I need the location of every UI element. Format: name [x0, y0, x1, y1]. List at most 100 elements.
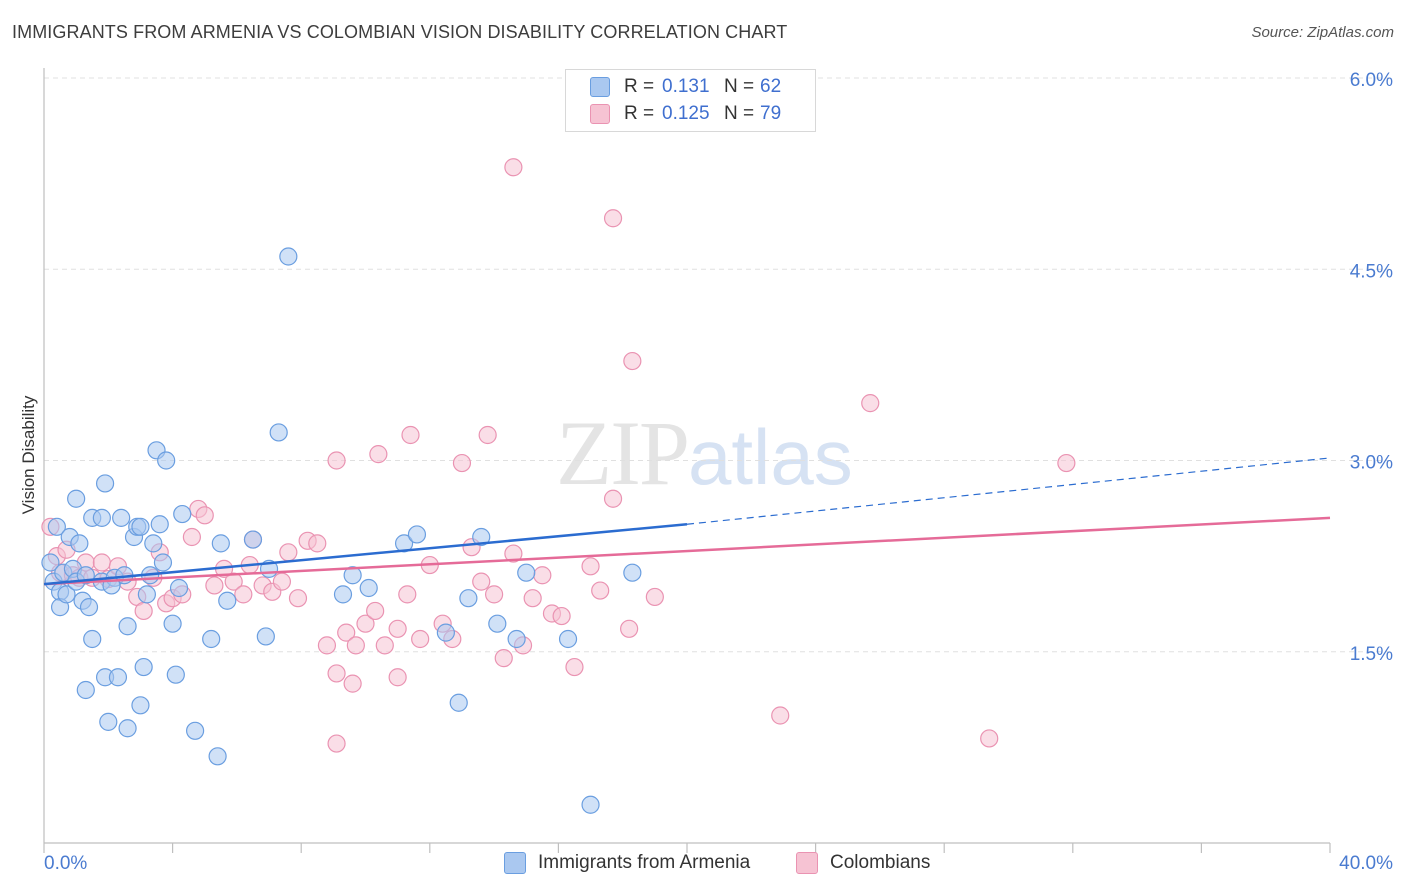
data-point	[67, 489, 86, 508]
data-point	[478, 425, 497, 445]
data-point	[205, 576, 224, 595]
data-point	[343, 674, 362, 693]
data-point	[523, 589, 542, 608]
data-point	[134, 657, 153, 677]
legend-n-label: N =	[724, 76, 755, 97]
data-point	[92, 508, 111, 527]
data-point	[394, 534, 414, 553]
y-tick-label: 1.5%	[1350, 644, 1393, 665]
data-point	[144, 534, 163, 553]
watermark-zip: ZIP	[556, 402, 690, 504]
data-point	[186, 721, 205, 740]
data-point	[366, 601, 385, 621]
data-point	[327, 734, 346, 753]
trend-lines	[43, 457, 1331, 586]
data-point	[623, 563, 642, 582]
data-point	[1057, 453, 1076, 473]
data-point	[359, 578, 378, 598]
data-point	[343, 566, 362, 585]
y-tick-label: 6.0%	[1350, 70, 1393, 91]
data-point	[70, 534, 89, 553]
x-tick-label-max: 40.0%	[1339, 853, 1393, 874]
data-point	[533, 566, 552, 585]
data-point	[375, 636, 394, 655]
data-point	[401, 425, 420, 445]
data-point	[504, 158, 523, 177]
data-point	[118, 719, 137, 738]
data-point	[507, 629, 526, 649]
data-point	[327, 451, 346, 470]
data-point	[256, 627, 275, 646]
data-point	[591, 581, 610, 600]
data-point	[234, 585, 253, 604]
data-point	[504, 544, 523, 563]
legend-row-colombians: R = 0.125 N = 79	[590, 101, 781, 127]
data-point	[76, 680, 95, 700]
data-point	[218, 591, 237, 610]
colombians-points	[41, 158, 1076, 753]
data-point	[92, 553, 111, 572]
data-point	[166, 665, 185, 684]
legend-swatch-pink	[590, 104, 610, 124]
data-point	[356, 614, 375, 633]
data-point	[346, 636, 365, 655]
legend-n-label: N =	[724, 103, 755, 124]
data-point	[623, 351, 642, 371]
data-point	[603, 489, 623, 508]
trend-line-colombians	[43, 516, 1331, 586]
data-point	[131, 696, 150, 715]
bottom-swatch-blue	[504, 852, 526, 874]
data-point	[57, 585, 76, 604]
legend-swatch-blue	[590, 77, 610, 97]
data-point	[388, 619, 407, 638]
data-point	[558, 629, 578, 649]
data-point	[452, 453, 472, 473]
data-point	[211, 534, 230, 553]
data-point	[137, 585, 156, 604]
data-point	[449, 693, 468, 712]
legend-n-value: 79	[760, 103, 782, 124]
data-point	[645, 587, 664, 607]
data-point	[398, 585, 417, 604]
data-point	[388, 668, 407, 687]
legend-r-value: 0.125	[662, 103, 710, 124]
watermark: ZIPatlas	[556, 400, 853, 506]
trend-line-armenia-extrapolated	[686, 457, 1331, 525]
data-point	[436, 623, 455, 642]
legend-row-armenia: R = 0.131 N = 62	[590, 74, 781, 100]
data-point	[472, 527, 491, 547]
data-point	[83, 629, 102, 649]
data-point	[79, 598, 99, 617]
y-tick-label: 4.5%	[1350, 261, 1393, 282]
data-point	[485, 585, 504, 604]
data-point	[771, 706, 790, 725]
bottom-legend-label-armenia: Immigrants from Armenia	[538, 852, 751, 873]
data-point	[202, 629, 221, 649]
data-point	[565, 657, 584, 677]
data-point	[472, 572, 491, 591]
legend-r-label: R =	[624, 103, 655, 124]
data-point	[150, 515, 169, 534]
data-point	[620, 619, 639, 638]
legend: R = 0.131 N = 62 R = 0.125 N = 79	[565, 69, 816, 132]
data-point	[459, 589, 478, 608]
data-point	[980, 729, 999, 748]
data-point	[134, 601, 153, 621]
data-point	[272, 572, 292, 591]
data-point	[208, 747, 227, 766]
data-point	[327, 664, 346, 683]
data-point	[99, 712, 118, 731]
data-point	[269, 423, 288, 442]
page-title: IMMIGRANTS FROM ARMENIA VS COLOMBIAN VIS…	[12, 22, 788, 42]
data-point	[243, 530, 263, 549]
data-point	[279, 543, 298, 562]
data-point	[488, 614, 507, 633]
bottom-legend-label-colombians: Colombians	[830, 852, 931, 873]
legend-r-label: R =	[624, 76, 655, 97]
data-point	[411, 629, 430, 649]
watermark-atlas: atlas	[688, 413, 853, 501]
data-point	[369, 445, 388, 464]
data-point	[581, 795, 600, 814]
bottom-legend-colombians: Colombians	[796, 852, 930, 874]
data-point	[407, 525, 427, 544]
